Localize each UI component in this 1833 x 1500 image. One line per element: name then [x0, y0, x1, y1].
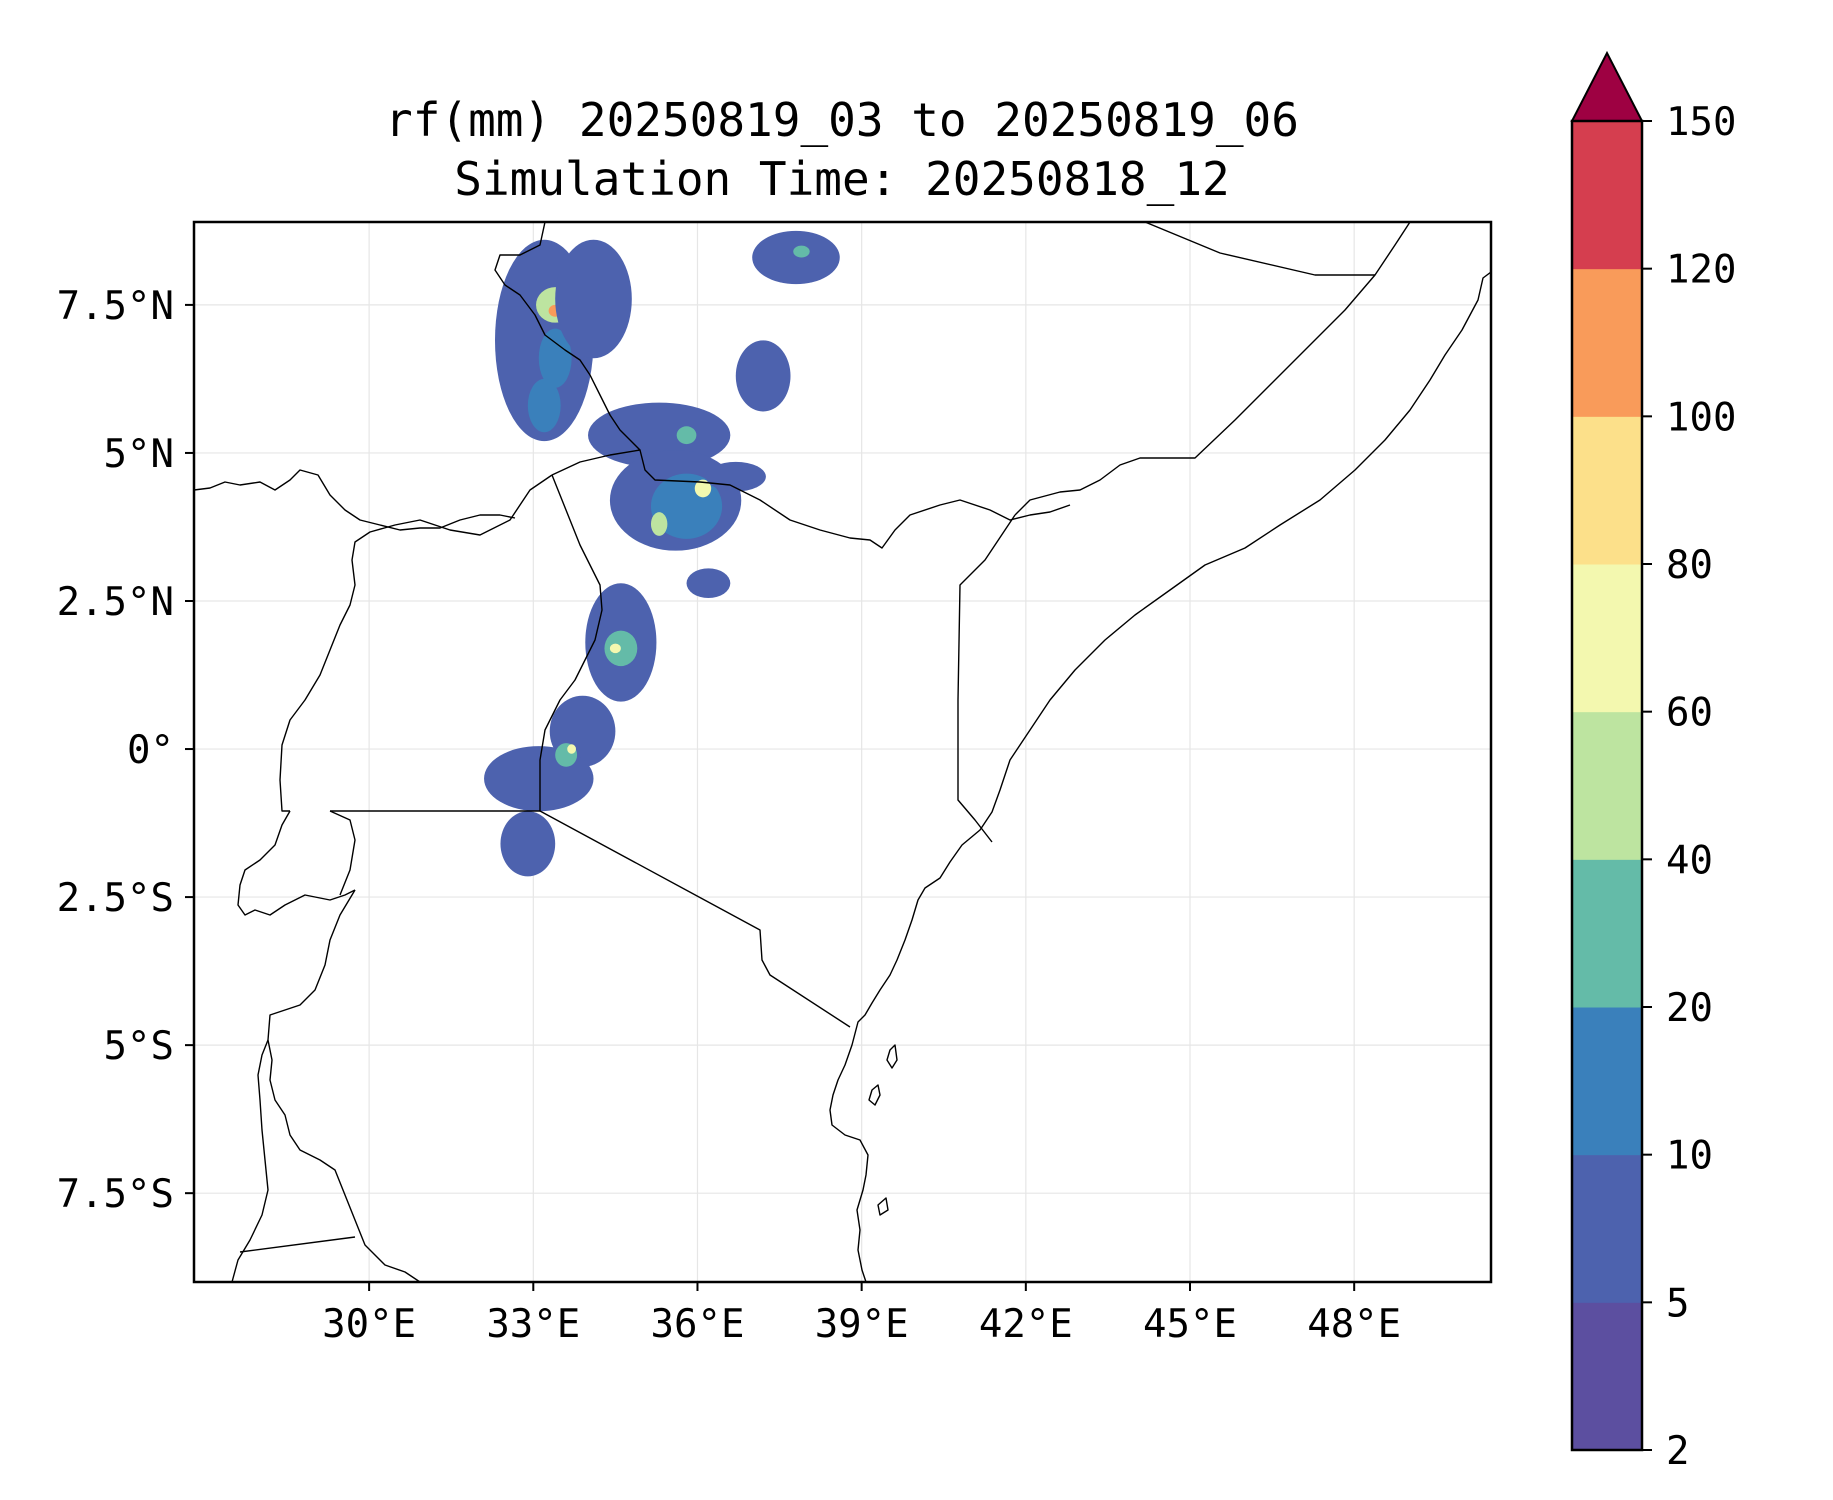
colorbar-segment-1	[1572, 1154, 1642, 1303]
colorbar-frame	[1570, 119, 1644, 1452]
border-south-sudan-ethiopia	[494, 222, 641, 451]
colorbar-tick-label-0: 2	[1666, 1429, 1689, 1474]
colorbar-tick-label-8: 120	[1666, 248, 1736, 293]
colorbar-segment-6	[1572, 416, 1642, 565]
colorbar-tick-label-2: 10	[1666, 1134, 1713, 1179]
colorbar-segment-5	[1572, 564, 1642, 713]
rainfall-layer	[484, 230, 840, 877]
map-title-line2: Simulation Time: 20250818_12	[454, 152, 1229, 206]
lon-tick-label-5: 45°E	[1143, 1302, 1237, 1347]
rain-cell-19	[484, 746, 594, 812]
rain-cell-7	[676, 426, 697, 445]
lon-tick-label-1: 33°E	[486, 1302, 580, 1347]
zanzibar-island	[868, 1084, 881, 1106]
border-kenya-ethiopia	[551, 449, 1071, 549]
lon-tick-label-3: 39°E	[815, 1302, 909, 1347]
colorbar-tick-label-4: 40	[1666, 838, 1713, 883]
rain-cell-12	[705, 461, 766, 492]
lon-tick-label-0: 30°E	[322, 1302, 416, 1347]
rain-cell-16	[604, 630, 638, 667]
border-uganda-south-sudan	[279, 474, 553, 812]
rain-cell-17	[609, 643, 621, 654]
colorbar-tick-label-9: 150	[1666, 100, 1736, 145]
colorbar: 2 5 10 20 40 60 80 100 120 150	[1570, 50, 1736, 1474]
border-kenya-somalia	[957, 514, 1016, 843]
colorbar-tick-label-1: 5	[1666, 1281, 1689, 1326]
lon-tick-label-2: 36°E	[651, 1302, 745, 1347]
rain-cell-14	[793, 245, 810, 258]
country-borders	[194, 222, 1491, 1282]
rain-cell-23	[735, 340, 791, 412]
rain-cell-11	[650, 512, 668, 536]
rain-cell-4	[527, 378, 561, 433]
lon-tick-label-6: 48°E	[1307, 1302, 1401, 1347]
lat-tick-label-0: 7.5°N	[57, 284, 174, 329]
lake-tanganyika-shore	[267, 889, 421, 1282]
rain-cell-6	[588, 402, 731, 468]
lake-tanganyika-west	[231, 1039, 269, 1282]
border-zambia	[239, 1236, 356, 1253]
colorbar-tick-label-6: 80	[1666, 543, 1713, 588]
rain-cell-10	[694, 479, 712, 498]
border-uganda-drc	[237, 810, 356, 916]
latitude-axis: 7.5°N 5°N 2.5°N 0° 2.5°S 5°S 7.5°S	[57, 284, 194, 1217]
lat-tick-label-4: 2.5°S	[57, 876, 174, 921]
border-uganda-kenya	[539, 474, 603, 811]
colorbar-segment-3	[1572, 859, 1642, 1008]
lat-tick-label-1: 5°N	[104, 432, 174, 477]
rain-cell-5	[555, 239, 632, 359]
lat-tick-label-2: 2.5°N	[57, 580, 174, 625]
colorbar-segment-8	[1572, 121, 1642, 270]
map-background	[194, 222, 1491, 1282]
map-title-line1: rf(mm) 20250819_03 to 20250819_06	[385, 93, 1299, 147]
colorbar-tick-label-5: 60	[1666, 691, 1713, 736]
rain-cell-21	[567, 744, 576, 754]
lat-tick-label-5: 5°S	[104, 1024, 174, 1069]
map-frame	[192, 220, 1493, 1284]
border-south-sudan-north	[194, 469, 516, 531]
border-ethiopia-somaliland	[1144, 222, 1375, 276]
colorbar-segment-4	[1572, 711, 1642, 860]
longitude-axis: 30°E 33°E 36°E 39°E 42°E 45°E 48°E	[322, 1282, 1401, 1347]
colorbar-tick-label-7: 100	[1666, 395, 1736, 440]
lat-tick-label-3: 0°	[127, 728, 174, 773]
coastline	[829, 271, 1491, 1282]
border-kenya-tanzania	[539, 810, 851, 1028]
colorbar-segment-0	[1572, 1302, 1642, 1451]
rain-cell-3	[538, 328, 572, 388]
lat-tick-label-6: 7.5°S	[57, 1172, 174, 1217]
mafia-island	[877, 1197, 889, 1216]
rain-cell-22	[500, 811, 556, 877]
border-ethiopia-somalia	[1014, 222, 1411, 516]
rain-cell-24	[686, 568, 731, 599]
lon-tick-label-4: 42°E	[979, 1302, 1073, 1347]
colorbar-tick-label-3: 20	[1666, 986, 1713, 1031]
colorbar-segment-2	[1572, 1007, 1642, 1156]
colorbar-extend-arrow	[1570, 50, 1644, 122]
gridlines	[194, 222, 1491, 1282]
pemba-island	[886, 1044, 898, 1069]
rain-cell-13	[752, 230, 840, 285]
lake-victoria-shore	[329, 810, 356, 896]
colorbar-segment-7	[1572, 268, 1642, 417]
